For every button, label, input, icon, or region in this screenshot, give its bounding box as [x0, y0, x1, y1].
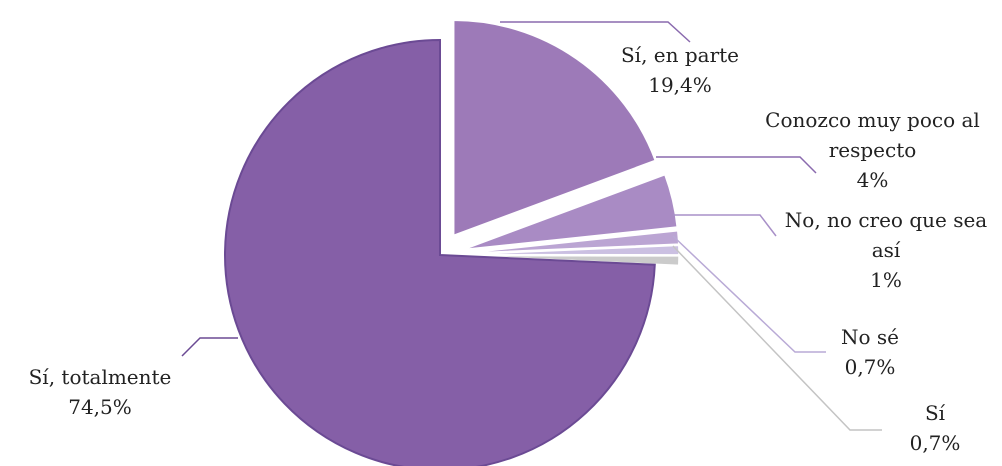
- pie-slice: [224, 38, 656, 466]
- pie-slice: [452, 19, 657, 237]
- leader-line: [500, 21, 691, 43]
- leader-line: [672, 235, 826, 353]
- slice-value: 4%: [856, 168, 889, 192]
- leader-line: [673, 214, 777, 237]
- slice-value: 74,5%: [68, 395, 132, 419]
- slice-name: No, no creo que sea así: [784, 208, 988, 262]
- pie-slice: [463, 173, 679, 251]
- slice-label: No sé 0,7%: [820, 322, 920, 382]
- leader-line: [672, 245, 882, 431]
- leader-line: [181, 337, 238, 357]
- pie-slice: [463, 244, 680, 256]
- slice-name: Conozco muy poco al respecto: [765, 108, 980, 162]
- slice-value: 0,7%: [909, 431, 961, 455]
- slice-name: No sé: [841, 325, 899, 349]
- slice-label: No, no creo que sea así 1%: [770, 205, 1002, 295]
- slice-label: Sí, en parte 19,4%: [600, 40, 760, 100]
- slice-name: Sí: [924, 401, 946, 425]
- slice-value: 0,7%: [844, 355, 896, 379]
- slice-value: 19,4%: [648, 73, 712, 97]
- slice-value: 1%: [870, 268, 902, 292]
- slice-name: Sí, totalmente: [28, 365, 172, 389]
- slice-name: Sí, en parte: [620, 43, 740, 67]
- slice-label: Sí 0,7%: [885, 398, 985, 458]
- slice-label: Sí, totalmente 74,5%: [0, 362, 200, 422]
- pie-slice: [463, 229, 680, 254]
- slice-label: Conozco muy poco al respecto 4%: [740, 105, 1002, 195]
- leader-line: [656, 156, 817, 174]
